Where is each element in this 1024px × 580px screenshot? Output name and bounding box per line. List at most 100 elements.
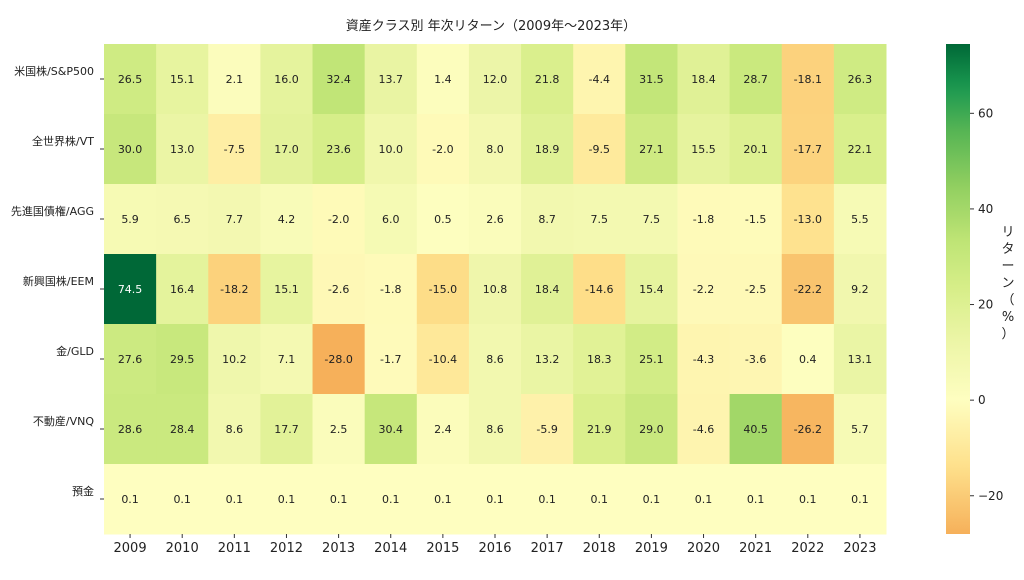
heatmap-cell <box>156 254 209 325</box>
cell-value-label: 30.0 <box>118 143 143 156</box>
heatmap-cell <box>468 324 522 395</box>
cell-value-label: 18.9 <box>535 143 560 156</box>
cell-value-label: 13.0 <box>170 143 195 156</box>
column-label: 2022 <box>791 541 824 556</box>
cell-value-label: 21.8 <box>535 73 560 86</box>
heatmap-cell <box>312 44 366 115</box>
cell-value-label: 2.4 <box>434 423 452 436</box>
cell-value-label: 26.3 <box>848 73 873 86</box>
heatmap-cell <box>833 114 887 185</box>
colorbar-tick-label: 60 <box>978 106 993 120</box>
heatmap-cell <box>260 394 314 465</box>
cell-value-label: 13.2 <box>535 353 560 366</box>
heatmap-cell <box>156 464 209 535</box>
cell-value-label: -13.0 <box>794 213 822 226</box>
heatmap-cell <box>781 324 835 395</box>
heatmap-cell <box>521 114 574 185</box>
heatmap-cells: 26.5 15.1 2.1 16.0 32.4 13.7 1.4 12.0 21.8 -4.4 31… <box>104 44 887 535</box>
row-labels: 米国株/S&P500 全世界株/VT 先進国債権/AGG 新興国株/EEM 金/GLD 不… <box>11 64 104 500</box>
column-label: 2018 <box>583 541 616 556</box>
cell-value-label: -22.2 <box>794 283 822 296</box>
cell-value-label: 8.6 <box>226 423 244 436</box>
cell-value-label: 0.1 <box>643 493 661 506</box>
heatmap-cell <box>521 464 574 535</box>
cell-value-label: -10.4 <box>429 353 457 366</box>
heatmap-cell <box>156 324 209 395</box>
cell-value-label: 18.4 <box>691 73 716 86</box>
heatmap-cell <box>416 324 470 395</box>
cell-value-label: -9.5 <box>589 143 610 156</box>
row-label: 米国株/S&P500 <box>14 64 94 78</box>
cell-value-label: 0.1 <box>695 493 713 506</box>
cell-value-label: 28.7 <box>743 73 768 86</box>
heatmap-cell <box>104 44 157 115</box>
cell-value-label: 0.4 <box>799 353 817 366</box>
heatmap-cell <box>625 394 678 465</box>
heatmap-cell <box>625 254 678 325</box>
cell-value-label: 0.5 <box>434 213 452 226</box>
cell-value-label: 15.5 <box>691 143 716 156</box>
heatmap-cell <box>573 394 626 465</box>
heatmap-cell <box>781 114 835 185</box>
cell-value-label: -2.0 <box>328 213 349 226</box>
heatmap-cell <box>104 114 157 185</box>
cell-value-label: -1.7 <box>380 353 401 366</box>
row-label: 預金 <box>72 484 94 498</box>
cell-value-label: 10.8 <box>483 283 508 296</box>
column-labels: 2009 2010 2011 2012 2013 2014 2015 2016 2017 2018… <box>114 534 876 556</box>
cell-value-label: -4.6 <box>693 423 714 436</box>
cell-value-label: 8.6 <box>486 353 504 366</box>
cell-value-label: 12.0 <box>483 73 508 86</box>
cell-value-label: 17.7 <box>274 423 299 436</box>
row-label: 先進国債権/AGG <box>11 204 94 218</box>
heatmap-cell <box>104 324 157 395</box>
cell-value-label: 29.0 <box>639 423 664 436</box>
column-label: 2009 <box>114 541 147 556</box>
heatmap-cell <box>781 464 835 535</box>
cell-value-label: -4.4 <box>589 73 610 86</box>
heatmap-cell <box>364 324 418 395</box>
heatmap-cell <box>573 464 626 535</box>
cell-value-label: 26.5 <box>118 73 143 86</box>
heatmap-cell <box>521 44 574 115</box>
colorbar-tick-label: −20 <box>978 489 1003 503</box>
heatmap-cell <box>364 394 418 465</box>
heatmap-cell <box>416 464 470 535</box>
colorbar-tick-label: 0 <box>978 393 986 407</box>
cell-value-label: 5.5 <box>851 213 869 226</box>
cell-value-label: 20.1 <box>743 143 768 156</box>
column-label: 2010 <box>166 541 199 556</box>
cell-value-label: 16.0 <box>274 73 299 86</box>
cell-value-label: 13.7 <box>378 73 403 86</box>
cell-value-label: -1.8 <box>693 213 714 226</box>
cell-value-label: 8.7 <box>538 213 556 226</box>
cell-value-label: -1.8 <box>380 283 401 296</box>
cell-value-label: -2.6 <box>328 283 349 296</box>
cell-value-label: 15.4 <box>639 283 664 296</box>
cell-value-label: 5.7 <box>851 423 869 436</box>
heatmap-cell <box>156 184 209 255</box>
heatmap-cell <box>416 114 470 185</box>
cell-value-label: 0.1 <box>434 493 452 506</box>
heatmap-cell <box>781 44 835 115</box>
cell-value-label: -18.2 <box>220 283 248 296</box>
row-label: 全世界株/VT <box>32 134 94 148</box>
cell-value-label: 0.1 <box>121 493 139 506</box>
cell-value-label: 2.1 <box>226 73 244 86</box>
cell-value-label: 29.5 <box>170 353 195 366</box>
heatmap-cell <box>729 324 783 395</box>
cell-value-label: 5.9 <box>121 213 139 226</box>
cell-value-label: 9.2 <box>851 283 869 296</box>
heatmap-cell <box>416 44 470 115</box>
colorbar: −20 0 20 40 60 リターン（%） <box>946 44 1015 534</box>
cell-value-label: 0.1 <box>486 493 504 506</box>
cell-value-label: 32.4 <box>326 73 351 86</box>
heatmap-cell <box>521 184 574 255</box>
cell-value-label: 7.7 <box>226 213 244 226</box>
chart-title: 資産クラス別 年次リターン（2009年〜2023年） <box>346 18 636 34</box>
heatmap-cell <box>208 394 261 465</box>
heatmap-cell <box>625 464 678 535</box>
column-label: 2020 <box>687 541 720 556</box>
column-label: 2021 <box>739 541 772 556</box>
